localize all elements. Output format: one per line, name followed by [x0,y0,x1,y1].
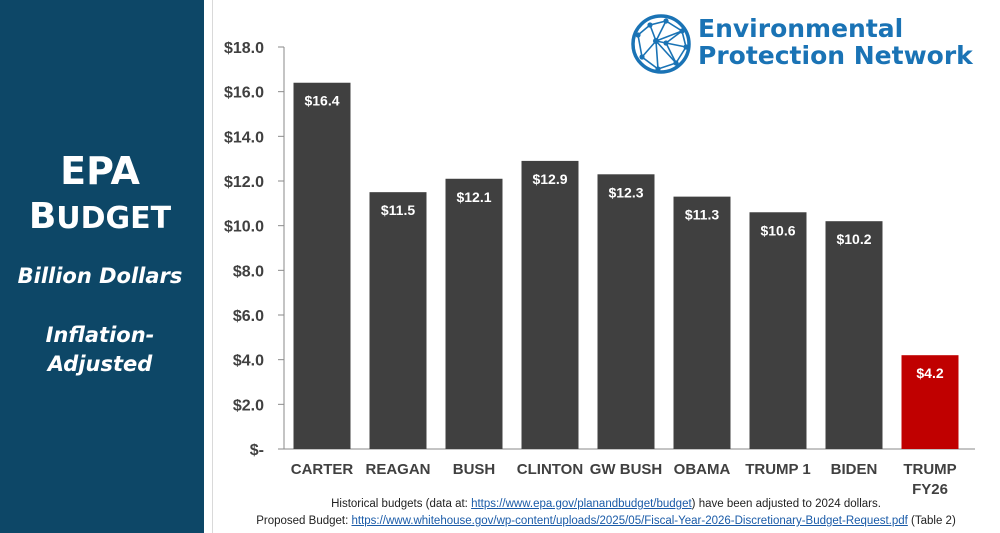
bar [521,160,579,449]
title-budget-initial: B [28,195,57,237]
footer-line2-pre: Proposed Budget: [256,515,352,527]
bar [445,178,503,449]
bar [825,221,883,449]
globe-network-icon [631,14,691,74]
bar [597,174,655,450]
whitehouse-budget-link[interactable]: https://www.whitehouse.gov/wp-content/up… [351,515,908,527]
x-tick-label: BUSH [453,461,496,478]
data-label: $12.9 [532,171,567,187]
bar [901,355,959,449]
bar [749,212,807,449]
footer-line1-pre: Historical budgets (data at: [331,498,472,510]
sidebar: EPA BUDGET Billion Dollars Inflation- Ad… [0,0,200,533]
x-tick-label: BIDEN [831,461,878,478]
y-tick-label: $- [250,442,264,459]
x-tick-label: CLINTON [517,461,583,478]
y-tick-label: $14.0 [224,129,264,146]
x-tick-label: FY26 [912,481,948,498]
epa-budget-link[interactable]: https://www.epa.gov/planandbudget/budget [471,498,692,510]
bar [369,192,427,449]
y-tick-label: $12.0 [224,174,264,191]
data-label: $12.3 [608,184,643,200]
footer-notes: Historical budgets (data at: https://www… [212,496,1000,530]
x-tick-label: TRUMP 1 [745,461,811,478]
data-label: $12.1 [456,189,491,205]
title-budget-rest: UDGET [56,200,172,236]
sidebar-title: EPA BUDGET [0,150,200,237]
x-axis-labels: CARTER REAGAN BUSH CLINTON GW BUSH OBAMA TRUMP… [291,461,957,498]
data-label: $4.2 [916,365,943,381]
data-label: $16.4 [304,93,339,109]
footer-line2: Proposed Budget: https://www.whitehouse.… [212,513,1000,530]
subtitle-billion-dollars: Billion Dollars [17,264,183,288]
title-epa: EPA [60,149,140,193]
subtitle-adjusted: Adjusted [47,352,153,376]
logo-line1: Environmental [698,14,904,43]
title-budget: BUDGET [0,195,200,237]
sidebar-edge [200,0,204,533]
data-label: $11.5 [381,202,415,218]
bars: $16.4 $11.5 $12.1 $12.9 $12.3 $11.3 $10.6 $10.2… [293,82,959,450]
bar [673,196,731,449]
data-label: $11.3 [685,207,719,223]
x-tick-label: CARTER [291,461,354,478]
sidebar-subtitle: Billion Dollars Inflation- Adjusted [0,262,200,379]
y-tick-label: $2.0 [233,397,264,414]
epn-logo: Environmental Protection Network [630,13,973,75]
footer-line1-post: ) have been adjusted to 2024 dollars. [691,498,881,510]
y-tick-label: $4.0 [233,353,264,370]
data-label: $10.6 [760,222,795,238]
x-tick-label: OBAMA [674,461,731,478]
x-tick-label: GW BUSH [590,461,663,478]
footer-line2-post: (Table 2) [907,515,956,527]
subtitle-inflation: Inflation- [45,323,155,347]
y-tick-label: $8.0 [233,263,264,280]
logo-text: Environmental Protection Network [698,15,973,69]
logo-line2: Protection Network [698,41,973,70]
y-tick-label: $16.0 [224,85,264,102]
chart-frame [212,0,1000,533]
y-tick-label: $6.0 [233,308,264,325]
y-tick-label: $18.0 [224,40,264,57]
data-label: $10.2 [836,231,871,247]
x-tick-label: REAGAN [365,461,430,478]
bar [293,82,351,449]
y-tick-label: $10.0 [224,219,264,236]
footer-line1: Historical budgets (data at: https://www… [212,496,1000,513]
x-tick-label: TRUMP [903,461,956,478]
